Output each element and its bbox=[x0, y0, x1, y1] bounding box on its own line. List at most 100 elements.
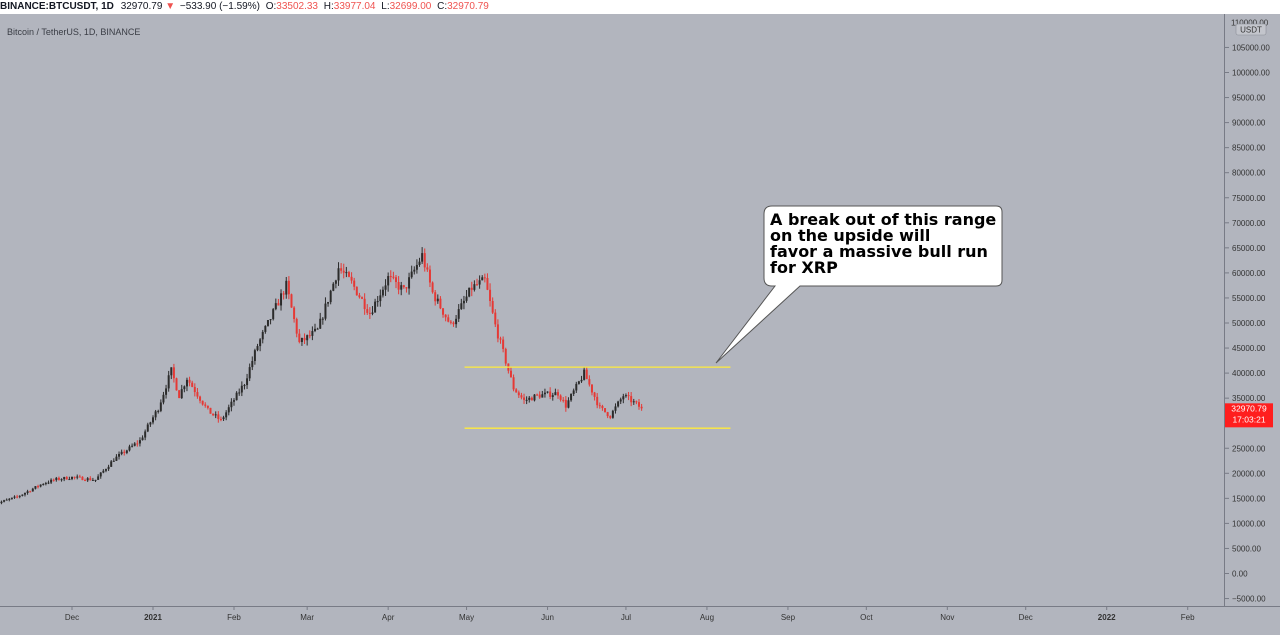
candle-body[interactable] bbox=[274, 303, 277, 310]
candle-body[interactable] bbox=[638, 402, 640, 407]
candle-body[interactable] bbox=[442, 308, 445, 315]
candle-body[interactable] bbox=[439, 298, 442, 309]
candle-body[interactable] bbox=[515, 389, 518, 393]
candle-body[interactable] bbox=[146, 424, 149, 432]
candle-body[interactable] bbox=[473, 284, 476, 290]
candle-body[interactable] bbox=[491, 301, 494, 313]
candle-body[interactable] bbox=[509, 370, 512, 378]
candle-body[interactable] bbox=[617, 401, 620, 407]
candle-body[interactable] bbox=[47, 482, 50, 484]
candle-body[interactable] bbox=[238, 392, 241, 394]
candle-body[interactable] bbox=[460, 303, 463, 310]
candle-body[interactable] bbox=[421, 253, 424, 262]
candle-body[interactable] bbox=[188, 379, 191, 383]
candle-body[interactable] bbox=[282, 293, 285, 295]
candle-body[interactable] bbox=[392, 276, 395, 278]
candle-body[interactable] bbox=[530, 397, 533, 401]
candle-body[interactable] bbox=[551, 395, 554, 397]
candle-body[interactable] bbox=[107, 466, 110, 470]
candle-body[interactable] bbox=[434, 292, 437, 302]
candle-body[interactable] bbox=[483, 277, 486, 279]
candle-body[interactable] bbox=[447, 317, 450, 322]
candle-body[interactable] bbox=[397, 282, 400, 290]
candle-body[interactable] bbox=[611, 410, 614, 418]
candle-body[interactable] bbox=[502, 339, 505, 349]
candle-body[interactable] bbox=[337, 268, 340, 281]
candle-body[interactable] bbox=[201, 400, 204, 405]
candle-body[interactable] bbox=[42, 484, 45, 486]
candle-body[interactable] bbox=[144, 431, 147, 438]
candle-body[interactable] bbox=[55, 477, 58, 481]
candle-body[interactable] bbox=[329, 290, 332, 303]
candle-body[interactable] bbox=[402, 285, 405, 288]
candle-body[interactable] bbox=[81, 476, 84, 481]
candle-body[interactable] bbox=[136, 443, 139, 445]
candle-body[interactable] bbox=[504, 348, 507, 364]
candle-body[interactable] bbox=[3, 500, 6, 502]
candle-body[interactable] bbox=[436, 298, 439, 302]
candle-body[interactable] bbox=[593, 392, 596, 397]
candle-body[interactable] bbox=[570, 393, 573, 401]
candle-body[interactable] bbox=[423, 253, 426, 268]
candle-body[interactable] bbox=[112, 460, 115, 462]
candle-body[interactable] bbox=[384, 285, 387, 290]
candle-body[interactable] bbox=[16, 496, 19, 498]
candle-body[interactable] bbox=[413, 269, 416, 272]
candle-body[interactable] bbox=[5, 499, 8, 501]
candle-body[interactable] bbox=[133, 443, 136, 446]
candle-body[interactable] bbox=[606, 412, 609, 417]
candle-body[interactable] bbox=[217, 414, 220, 420]
candle-body[interactable] bbox=[84, 480, 87, 482]
candle-body[interactable] bbox=[8, 498, 11, 500]
candle-body[interactable] bbox=[287, 280, 290, 295]
candle-body[interactable] bbox=[29, 491, 32, 493]
candle-body[interactable] bbox=[481, 277, 484, 281]
candle-body[interactable] bbox=[624, 395, 627, 397]
candle-body[interactable] bbox=[162, 394, 165, 403]
candle-body[interactable] bbox=[110, 461, 113, 467]
candle-body[interactable] bbox=[543, 392, 546, 395]
candle-body[interactable] bbox=[298, 333, 301, 342]
candle-body[interactable] bbox=[528, 397, 531, 400]
candle-body[interactable] bbox=[219, 419, 222, 421]
candle-body[interactable] bbox=[381, 289, 384, 296]
candle-body[interactable] bbox=[541, 394, 544, 398]
candle-body[interactable] bbox=[340, 268, 343, 271]
candle-body[interactable] bbox=[141, 437, 144, 441]
candle-body[interactable] bbox=[295, 318, 298, 334]
candle-body[interactable] bbox=[199, 396, 202, 401]
candle-body[interactable] bbox=[138, 440, 141, 444]
candle-body[interactable] bbox=[449, 321, 452, 323]
candles[interactable] bbox=[0, 247, 643, 506]
candle-body[interactable] bbox=[350, 276, 353, 281]
candle-body[interactable] bbox=[418, 261, 421, 265]
candle-body[interactable] bbox=[572, 390, 575, 394]
candle-body[interactable] bbox=[191, 382, 194, 387]
candle-body[interactable] bbox=[316, 328, 319, 330]
candle-body[interactable] bbox=[499, 338, 502, 340]
candle-body[interactable] bbox=[470, 287, 473, 290]
candle-body[interactable] bbox=[266, 320, 269, 326]
candle-body[interactable] bbox=[272, 309, 275, 320]
candle-body[interactable] bbox=[293, 307, 296, 319]
candle-body[interactable] bbox=[123, 451, 126, 453]
candle-body[interactable] bbox=[462, 300, 465, 304]
candle-body[interactable] bbox=[159, 402, 162, 411]
candle-body[interactable] bbox=[280, 293, 283, 306]
candle-body[interactable] bbox=[635, 401, 638, 403]
candle-body[interactable] bbox=[23, 492, 26, 495]
candle-body[interactable] bbox=[37, 486, 40, 488]
candle-body[interactable] bbox=[562, 399, 565, 401]
candle-body[interactable] bbox=[557, 392, 559, 396]
candle-body[interactable] bbox=[590, 384, 593, 393]
candle-body[interactable] bbox=[13, 496, 16, 498]
candle-body[interactable] bbox=[596, 396, 599, 406]
candle-body[interactable] bbox=[371, 312, 374, 314]
candle-body[interactable] bbox=[408, 277, 411, 289]
candle-body[interactable] bbox=[31, 488, 34, 492]
candle-body[interactable] bbox=[26, 491, 29, 493]
candle-body[interactable] bbox=[632, 401, 635, 403]
candle-body[interactable] bbox=[196, 392, 199, 397]
candle-body[interactable] bbox=[89, 478, 92, 481]
candle-body[interactable] bbox=[379, 295, 382, 302]
